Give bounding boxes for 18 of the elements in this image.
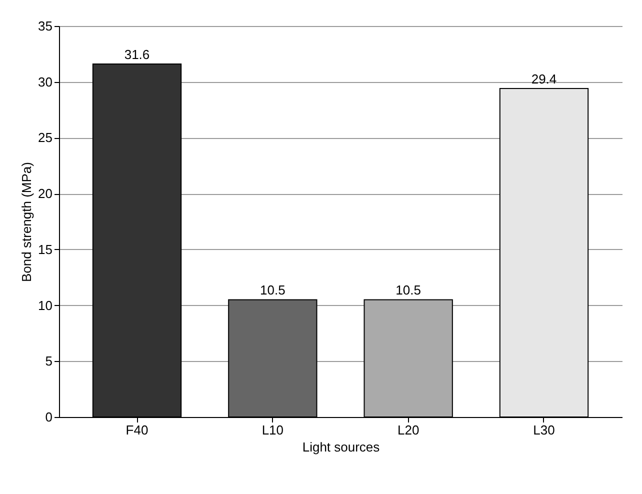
y-tick-label: 15 (38, 242, 52, 257)
y-tick-label: 20 (38, 186, 52, 202)
y-tick-label: 25 (38, 130, 52, 146)
x-axis-title: Light sources (302, 440, 380, 454)
data-label: 10.5 (396, 282, 421, 298)
y-tick-label: 35 (38, 18, 52, 34)
x-tick-label: L30 (533, 422, 555, 438)
x-tick-label: L20 (397, 422, 420, 438)
y-tick-label: 0 (45, 410, 52, 424)
y-tick-label: 30 (38, 74, 52, 90)
data-label: 29.4 (531, 72, 557, 87)
y-axis-title: Bond strength (MPa) (19, 162, 34, 282)
y-tick-label: 10 (38, 298, 52, 313)
x-tick-label: F40 (126, 422, 148, 438)
data-label: 10.5 (260, 282, 286, 298)
x-tick-label: L10 (262, 422, 284, 438)
data-label: 31.6 (124, 46, 150, 62)
y-tick-label: 5 (45, 354, 52, 369)
